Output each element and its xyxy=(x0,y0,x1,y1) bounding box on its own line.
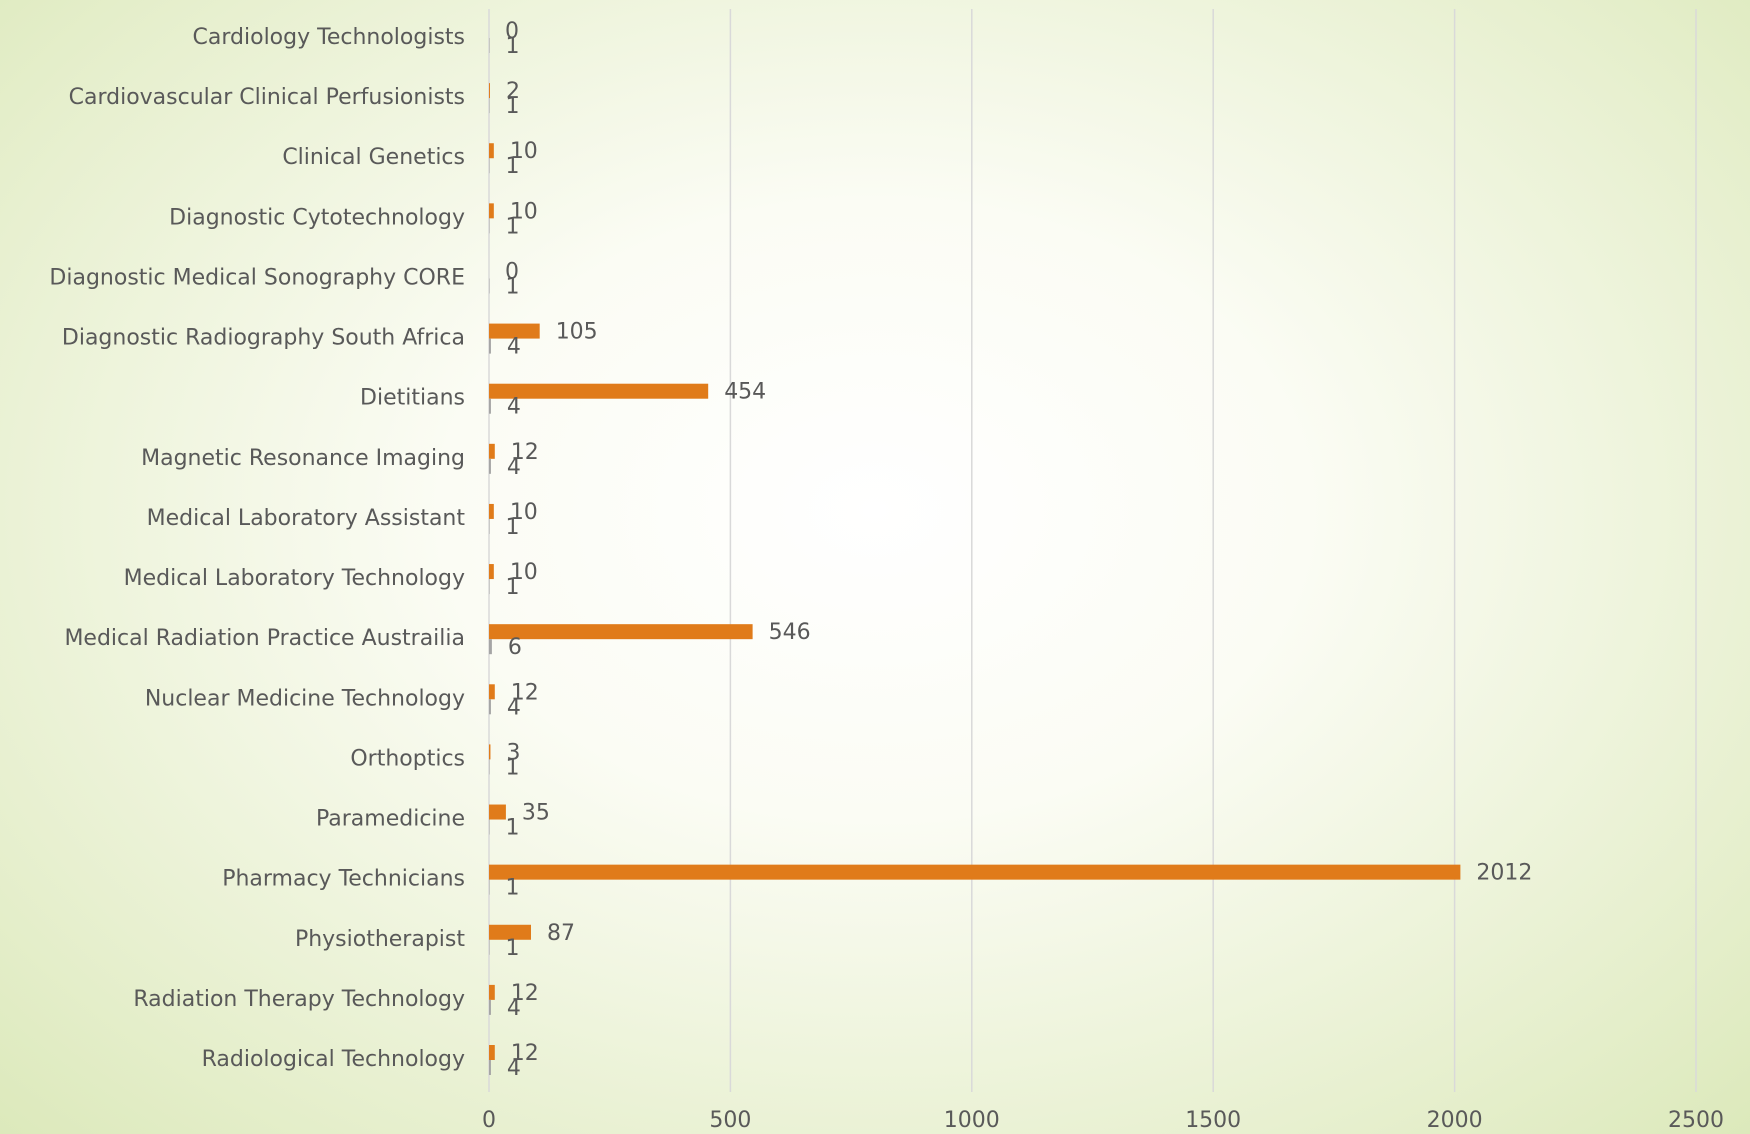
y-tick-label: Physiotherapist xyxy=(295,927,465,952)
data-label: 4 xyxy=(507,1056,521,1081)
data-label: 6 xyxy=(508,635,522,660)
data-label: 12 xyxy=(511,680,539,705)
bar xyxy=(489,83,490,99)
y-tick-label: Nuclear Medicine Technology xyxy=(145,686,465,711)
data-label: 1 xyxy=(505,154,519,179)
data-label: 1 xyxy=(505,575,519,600)
data-label: 4 xyxy=(507,335,521,360)
y-tick-label: Pharmacy Technicians xyxy=(222,867,465,892)
data-label: 105 xyxy=(556,320,598,345)
y-tick-label: Radiological Technology xyxy=(202,1047,465,1072)
data-label: 0 xyxy=(505,259,519,284)
y-tick-label: Dietitians xyxy=(360,386,465,411)
data-label: 546 xyxy=(769,620,811,645)
bar xyxy=(489,1060,491,1075)
data-label: 10 xyxy=(510,199,538,224)
bar xyxy=(489,383,709,399)
data-label: 0 xyxy=(505,19,519,44)
x-tick-label: 500 xyxy=(709,1108,751,1133)
data-label: 12 xyxy=(511,981,539,1006)
bar xyxy=(489,984,495,1000)
y-tick-label: Radiation Therapy Technology xyxy=(133,987,465,1012)
data-label: 1 xyxy=(505,936,519,961)
data-label: 1 xyxy=(505,816,519,841)
bar xyxy=(489,323,540,339)
data-label: 10 xyxy=(510,139,538,164)
data-label: 10 xyxy=(510,500,538,525)
y-tick-label: Diagnostic Radiography South Africa xyxy=(62,326,465,351)
data-label: 10 xyxy=(510,560,538,585)
x-tick-label: 2000 xyxy=(1427,1108,1483,1133)
data-label: 4 xyxy=(507,996,521,1021)
y-tick-label: Magnetic Resonance Imaging xyxy=(141,446,465,471)
data-label: 12 xyxy=(511,1041,539,1066)
data-label: 1 xyxy=(505,34,519,59)
data-label: 4 xyxy=(507,455,521,480)
bar xyxy=(489,639,492,655)
bar xyxy=(489,924,532,940)
y-tick-label: Medical Radiation Practice Austrailia xyxy=(64,626,465,651)
data-label: 2012 xyxy=(1476,861,1532,886)
data-label: 12 xyxy=(511,440,539,465)
data-label: 1 xyxy=(505,274,519,299)
data-label: 454 xyxy=(724,380,766,405)
bar xyxy=(489,999,491,1015)
y-tick-label: Medical Laboratory Technology xyxy=(124,566,465,591)
y-tick-label: Clinical Genetics xyxy=(282,145,465,170)
bar xyxy=(489,564,494,580)
data-label: 1 xyxy=(505,755,519,780)
bar xyxy=(489,804,506,820)
data-label: 1 xyxy=(505,94,519,119)
x-tick-label: 1500 xyxy=(1185,1108,1241,1133)
bar xyxy=(489,699,491,715)
bar xyxy=(489,624,753,640)
data-label: 4 xyxy=(507,395,521,420)
bar xyxy=(489,338,491,354)
bar xyxy=(489,864,1461,880)
y-tick-label: Paramedicine xyxy=(316,807,465,832)
y-tick-label: Orthoptics xyxy=(350,746,465,771)
bar xyxy=(489,744,491,760)
data-label: 87 xyxy=(547,921,575,946)
bar xyxy=(489,458,491,474)
data-label: 2 xyxy=(506,79,520,104)
x-tick-label: 0 xyxy=(482,1108,496,1133)
data-label: 1 xyxy=(505,515,519,540)
bar xyxy=(489,143,494,159)
x-tick-label: 1000 xyxy=(944,1108,1000,1133)
x-tick-label: 2500 xyxy=(1668,1108,1724,1133)
bar xyxy=(489,684,495,700)
y-tick-label: Cardiovascular Clinical Perfusionists xyxy=(69,85,465,110)
data-label: 1 xyxy=(505,876,519,901)
bar xyxy=(489,1045,495,1060)
y-tick-label: Diagnostic Cytotechnology xyxy=(169,205,465,230)
bar xyxy=(489,398,491,414)
y-tick-label: Medical Laboratory Assistant xyxy=(147,506,466,531)
data-label: 3 xyxy=(506,740,520,765)
data-label: 35 xyxy=(522,801,550,826)
data-label: 1 xyxy=(505,214,519,239)
bar xyxy=(489,203,494,219)
bar xyxy=(489,503,494,519)
data-label: 4 xyxy=(507,695,521,720)
y-tick-label: Diagnostic Medical Sonography CORE xyxy=(49,265,465,290)
y-tick-label: Cardiology Technologists xyxy=(193,25,465,50)
bar xyxy=(489,443,495,459)
